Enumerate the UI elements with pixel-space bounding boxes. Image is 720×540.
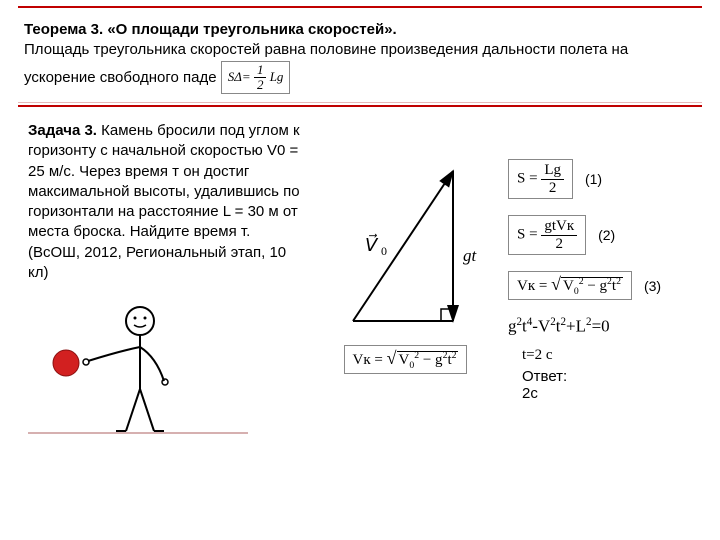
svg-text:gt: gt (463, 246, 478, 265)
right-column: S = Lg2 (1) S = gtVк2 (2) Vк = √V02 − g2… (508, 121, 696, 451)
eq-3-row: Vк = √V02 − g2t2 (3) (508, 271, 696, 300)
content-row: Задача 3. Камень бросили под углом к гор… (0, 107, 720, 459)
stick-figure (28, 291, 248, 451)
eq-2-label: (2) (598, 227, 615, 243)
eq-1-box: S = Lg2 (508, 159, 573, 199)
theorem-title: Теорема 3. «О площади треугольника скоро… (24, 21, 397, 38)
velocity-triangle: V⃗ 0 gt (303, 121, 508, 381)
answer-value: 2с (522, 385, 538, 402)
eq-2-row: S = gtVк2 (2) (508, 215, 696, 255)
problem-label: Задача 3. (28, 122, 97, 139)
vk-formula-bottom: Vк = √V02 − g2t2 (344, 345, 468, 374)
eq-3-label: (3) (644, 278, 661, 294)
inline-formula: SΔ= 12 Lg (221, 61, 291, 95)
stick-figure-svg (28, 291, 248, 451)
theorem-block: Теорема 3. «О площади треугольника скоро… (0, 8, 720, 102)
eq-2-box: S = gtVк2 (508, 215, 586, 255)
svg-text:V⃗: V⃗ (365, 234, 379, 255)
theorem-body-prefix: Площадь треугольника скоростей равна пол… (24, 41, 628, 85)
answer-block: t=2 с Ответ: 2с (508, 347, 696, 402)
t-value: t=2 с (522, 347, 696, 364)
eq-1-label: (1) (585, 171, 602, 187)
poly-equation: g2t4-V2t2+L2=0 (508, 316, 696, 337)
middle-column: V⃗ 0 gt Vк = √V02 − g2t2 (303, 121, 508, 451)
problem-body: Камень бросили под углом к горизонту с н… (28, 122, 300, 281)
svg-text:0: 0 (381, 244, 387, 258)
problem-text: Задача 3. Камень бросили под углом к гор… (28, 121, 303, 283)
left-column: Задача 3. Камень бросили под углом к гор… (28, 121, 303, 451)
eq-3-box: Vк = √V02 − g2t2 (508, 271, 632, 300)
mid-rule-light (18, 102, 702, 103)
eq-1-row: S = Lg2 (1) (508, 159, 696, 199)
answer-label: Ответ: (522, 368, 567, 385)
